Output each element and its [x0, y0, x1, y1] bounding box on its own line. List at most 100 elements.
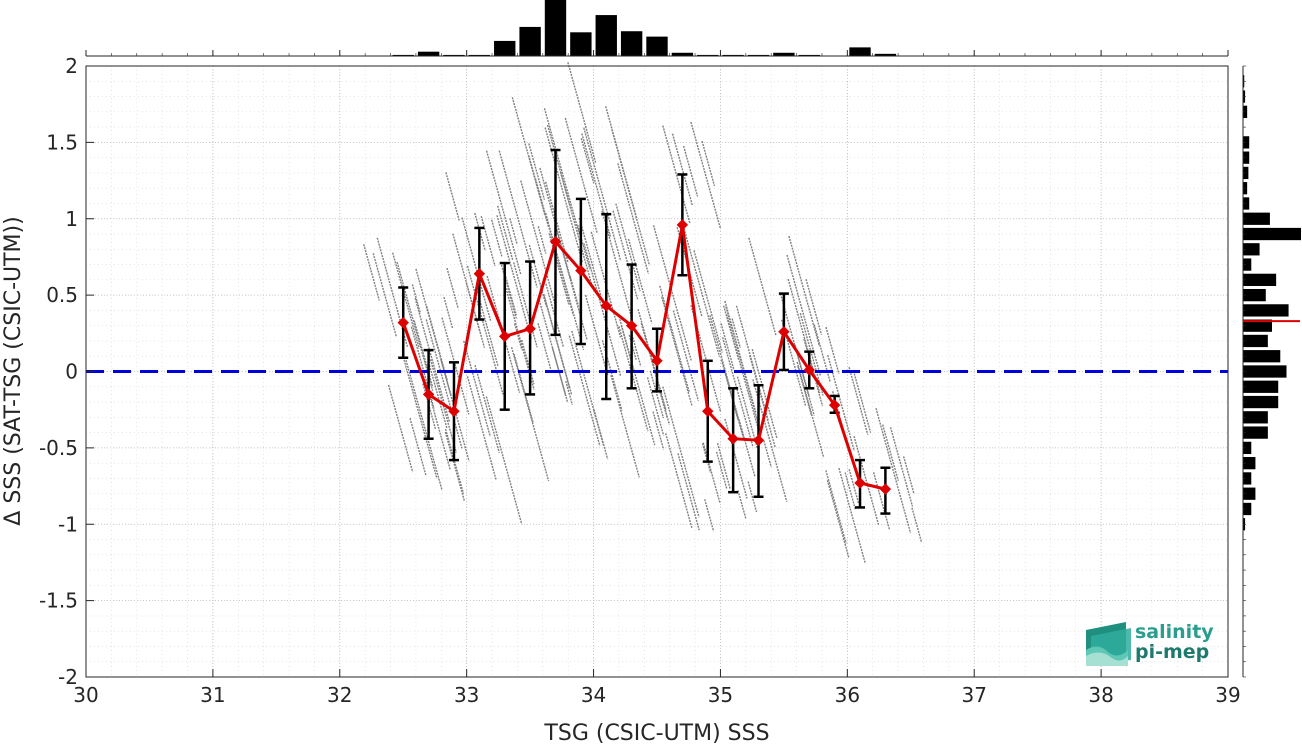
scatter-streak [497, 205, 514, 261]
y-tick-label: -1 [58, 512, 78, 536]
scatter-streak [584, 294, 609, 376]
scatter-streak [548, 233, 570, 305]
scatter-streak [543, 296, 571, 389]
scatter-streak [788, 235, 821, 347]
right-hist-bar [1243, 258, 1252, 271]
scatter-streak [396, 261, 434, 391]
scatter-streak [445, 172, 460, 221]
x-tick-label: 31 [200, 683, 225, 707]
x-tick-label: 37 [961, 683, 986, 707]
right-hist-bar [1243, 273, 1277, 286]
y-tick-label: -2 [58, 665, 78, 689]
mean-marker [854, 477, 866, 489]
mean-marker [600, 300, 612, 312]
scatter-streak [690, 121, 721, 229]
scatter-streak [569, 276, 580, 307]
top-hist-bar [874, 53, 897, 56]
scatter-streak [882, 424, 899, 482]
top-hist-bar [443, 54, 465, 56]
scatter-streak [853, 373, 872, 433]
scatter-streak [363, 244, 380, 301]
scatter-streak [567, 62, 597, 164]
scatter-streak [637, 308, 667, 411]
scatter-streak [463, 340, 491, 437]
scatter-streak [411, 284, 422, 314]
scatter-streak [443, 296, 454, 329]
top-hist-bar [519, 26, 541, 56]
scatter-streak [545, 283, 565, 348]
x-tick-label: 36 [835, 683, 860, 707]
scatter-streak [544, 181, 569, 264]
salinity-pimep-logo: salinity pi-mep [1086, 621, 1214, 666]
scatter-streak [528, 143, 546, 200]
scatter-streak [662, 125, 691, 225]
scatter-streak [631, 334, 642, 367]
top-hist-bar [646, 36, 668, 56]
y-axis-label: Δ SSS (SAT-TSG (CSIC-UTM)) [1, 216, 26, 525]
scatter-streak [583, 127, 622, 262]
scatter-streak [618, 326, 649, 432]
right-hist-bar [1243, 487, 1256, 500]
scatter-streak [704, 499, 715, 532]
scatter-streak [889, 427, 914, 507]
scatter-streak [509, 218, 518, 244]
top-hist-bar [697, 54, 719, 56]
scatter-streak [848, 367, 869, 435]
scatter-streak [425, 305, 449, 382]
scatter-streak [422, 383, 437, 429]
right-hist-bar [1243, 243, 1260, 256]
scatter-streak [610, 374, 640, 478]
scatter-streak [511, 97, 546, 215]
scatter-streak [485, 150, 522, 276]
scatter-streak [736, 376, 759, 450]
scatter-streak [737, 490, 747, 520]
right-hist-bar [1243, 365, 1287, 378]
scatter-streak [510, 346, 550, 482]
scatter-streak [715, 451, 728, 490]
y-tick-label: 1 [65, 207, 78, 231]
scatter-streak [476, 291, 499, 367]
right-hist-bar [1243, 227, 1301, 241]
scatter-streak [720, 323, 735, 371]
logo-line2: pi-mep [1135, 641, 1209, 663]
x-axis: 30 31 32 33 34 35 36 37 38 39 [73, 669, 1241, 707]
main-plot: 30 31 32 33 34 35 36 37 38 39 2 1.5 1 0.5 0 -0.5 -1 -1.5… [1, 54, 1241, 745]
scatter-streak [677, 453, 700, 531]
x-tick-label: 30 [73, 683, 98, 707]
mean-marker [499, 330, 511, 343]
mean-marker [778, 326, 790, 338]
right-hist-bar [1243, 395, 1279, 409]
scatter-streak [682, 145, 699, 197]
scatter-streak [838, 467, 867, 564]
scatter-streak [615, 203, 641, 292]
scatter-streak [701, 140, 716, 187]
y-tick-label: 2 [65, 54, 78, 78]
scatter-streak [738, 419, 756, 477]
mean-marker [702, 405, 714, 417]
mean-marker [651, 355, 663, 367]
scatter-streak [678, 317, 693, 362]
y-axis: 2 1.5 1 0.5 0 -0.5 -1 -1.5 -2 [39, 54, 94, 689]
mean-marker [625, 319, 638, 332]
mean-marker [448, 405, 460, 417]
logo-line1: salinity [1135, 621, 1214, 643]
x-tick-label: 34 [581, 683, 606, 707]
scatter-streak [605, 106, 638, 220]
scatter-streak [580, 138, 595, 184]
scatter-streak [520, 180, 557, 309]
right-hist-bar [1243, 212, 1270, 225]
scatter-streak [491, 219, 503, 257]
scatter-streak [571, 330, 605, 446]
top-hist-bar [773, 52, 795, 56]
bin-mean-line [401, 224, 886, 491]
scatter-streak [414, 297, 451, 422]
scatter-streak [544, 212, 585, 351]
scatter-streak [805, 278, 823, 335]
scatter-streak [702, 442, 721, 503]
right-hist-bar [1243, 197, 1250, 210]
scatter-streak [825, 326, 840, 374]
scatter-streak [803, 338, 824, 407]
scatter-streak [796, 361, 825, 458]
top-hist-bar [392, 54, 414, 56]
scatter-streak [452, 233, 486, 348]
